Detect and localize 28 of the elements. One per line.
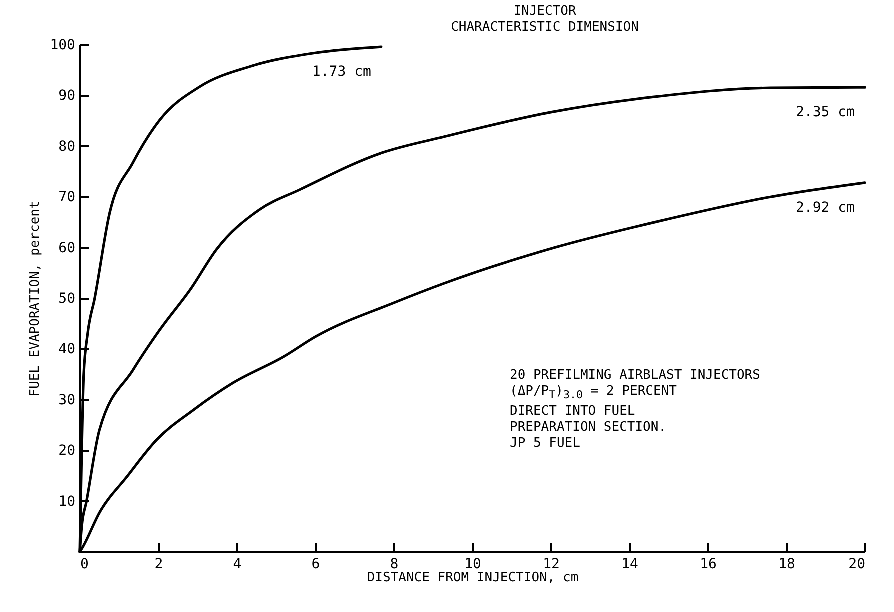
y-tick-label: 60 <box>58 240 76 256</box>
text: INJECTOR CHARACTERISTIC DIMENSION <box>450 4 640 36</box>
y-tick-label: 10 <box>58 494 76 510</box>
y-tick-label: 40 <box>58 342 76 358</box>
x-tick-label: 6 <box>312 556 320 572</box>
y-tick-label: 80 <box>58 138 76 155</box>
x-tick-label: 4 <box>233 556 242 572</box>
series-label: 2.35 cm <box>796 104 855 121</box>
series-label: 1.73 cm <box>312 64 372 80</box>
x-tick-label: 16 <box>700 556 717 572</box>
y-tick-label: 50 <box>58 291 76 307</box>
y-tick-label: 20 <box>58 443 76 460</box>
x-tick-label: 18 <box>778 556 796 572</box>
y-axis-title: FUEL EVAPORATION, percent <box>28 201 44 397</box>
y-tick-label: 90 <box>58 88 76 104</box>
x-tick-label: 0 <box>80 556 89 572</box>
x-tick-label: 2 <box>154 556 164 572</box>
x-tick-label: 8 <box>390 556 399 572</box>
x-tick-label: 14 <box>622 556 638 572</box>
x-tick-label: 20 <box>848 556 866 572</box>
y-tick-label: 30 <box>58 392 76 408</box>
text: 20 PREFILMING AIRBLAST INJECTORS (ΔP/P$_{T}$)$_{3.0}$ = 2 PERCENT DIRECT INTO FUEL PREPARATION SECTION. JP 5 FUEL <box>510 368 760 451</box>
y-tick-label: 100 <box>50 38 76 54</box>
x-tick-label: 12 <box>543 556 560 572</box>
series-label: 2.92 cm <box>796 200 855 216</box>
x-tick-label: 10 <box>464 556 482 572</box>
y-tick-label: 70 <box>58 190 76 206</box>
x-axis-title: DISTANCE FROM INJECTION, cm <box>367 570 579 586</box>
